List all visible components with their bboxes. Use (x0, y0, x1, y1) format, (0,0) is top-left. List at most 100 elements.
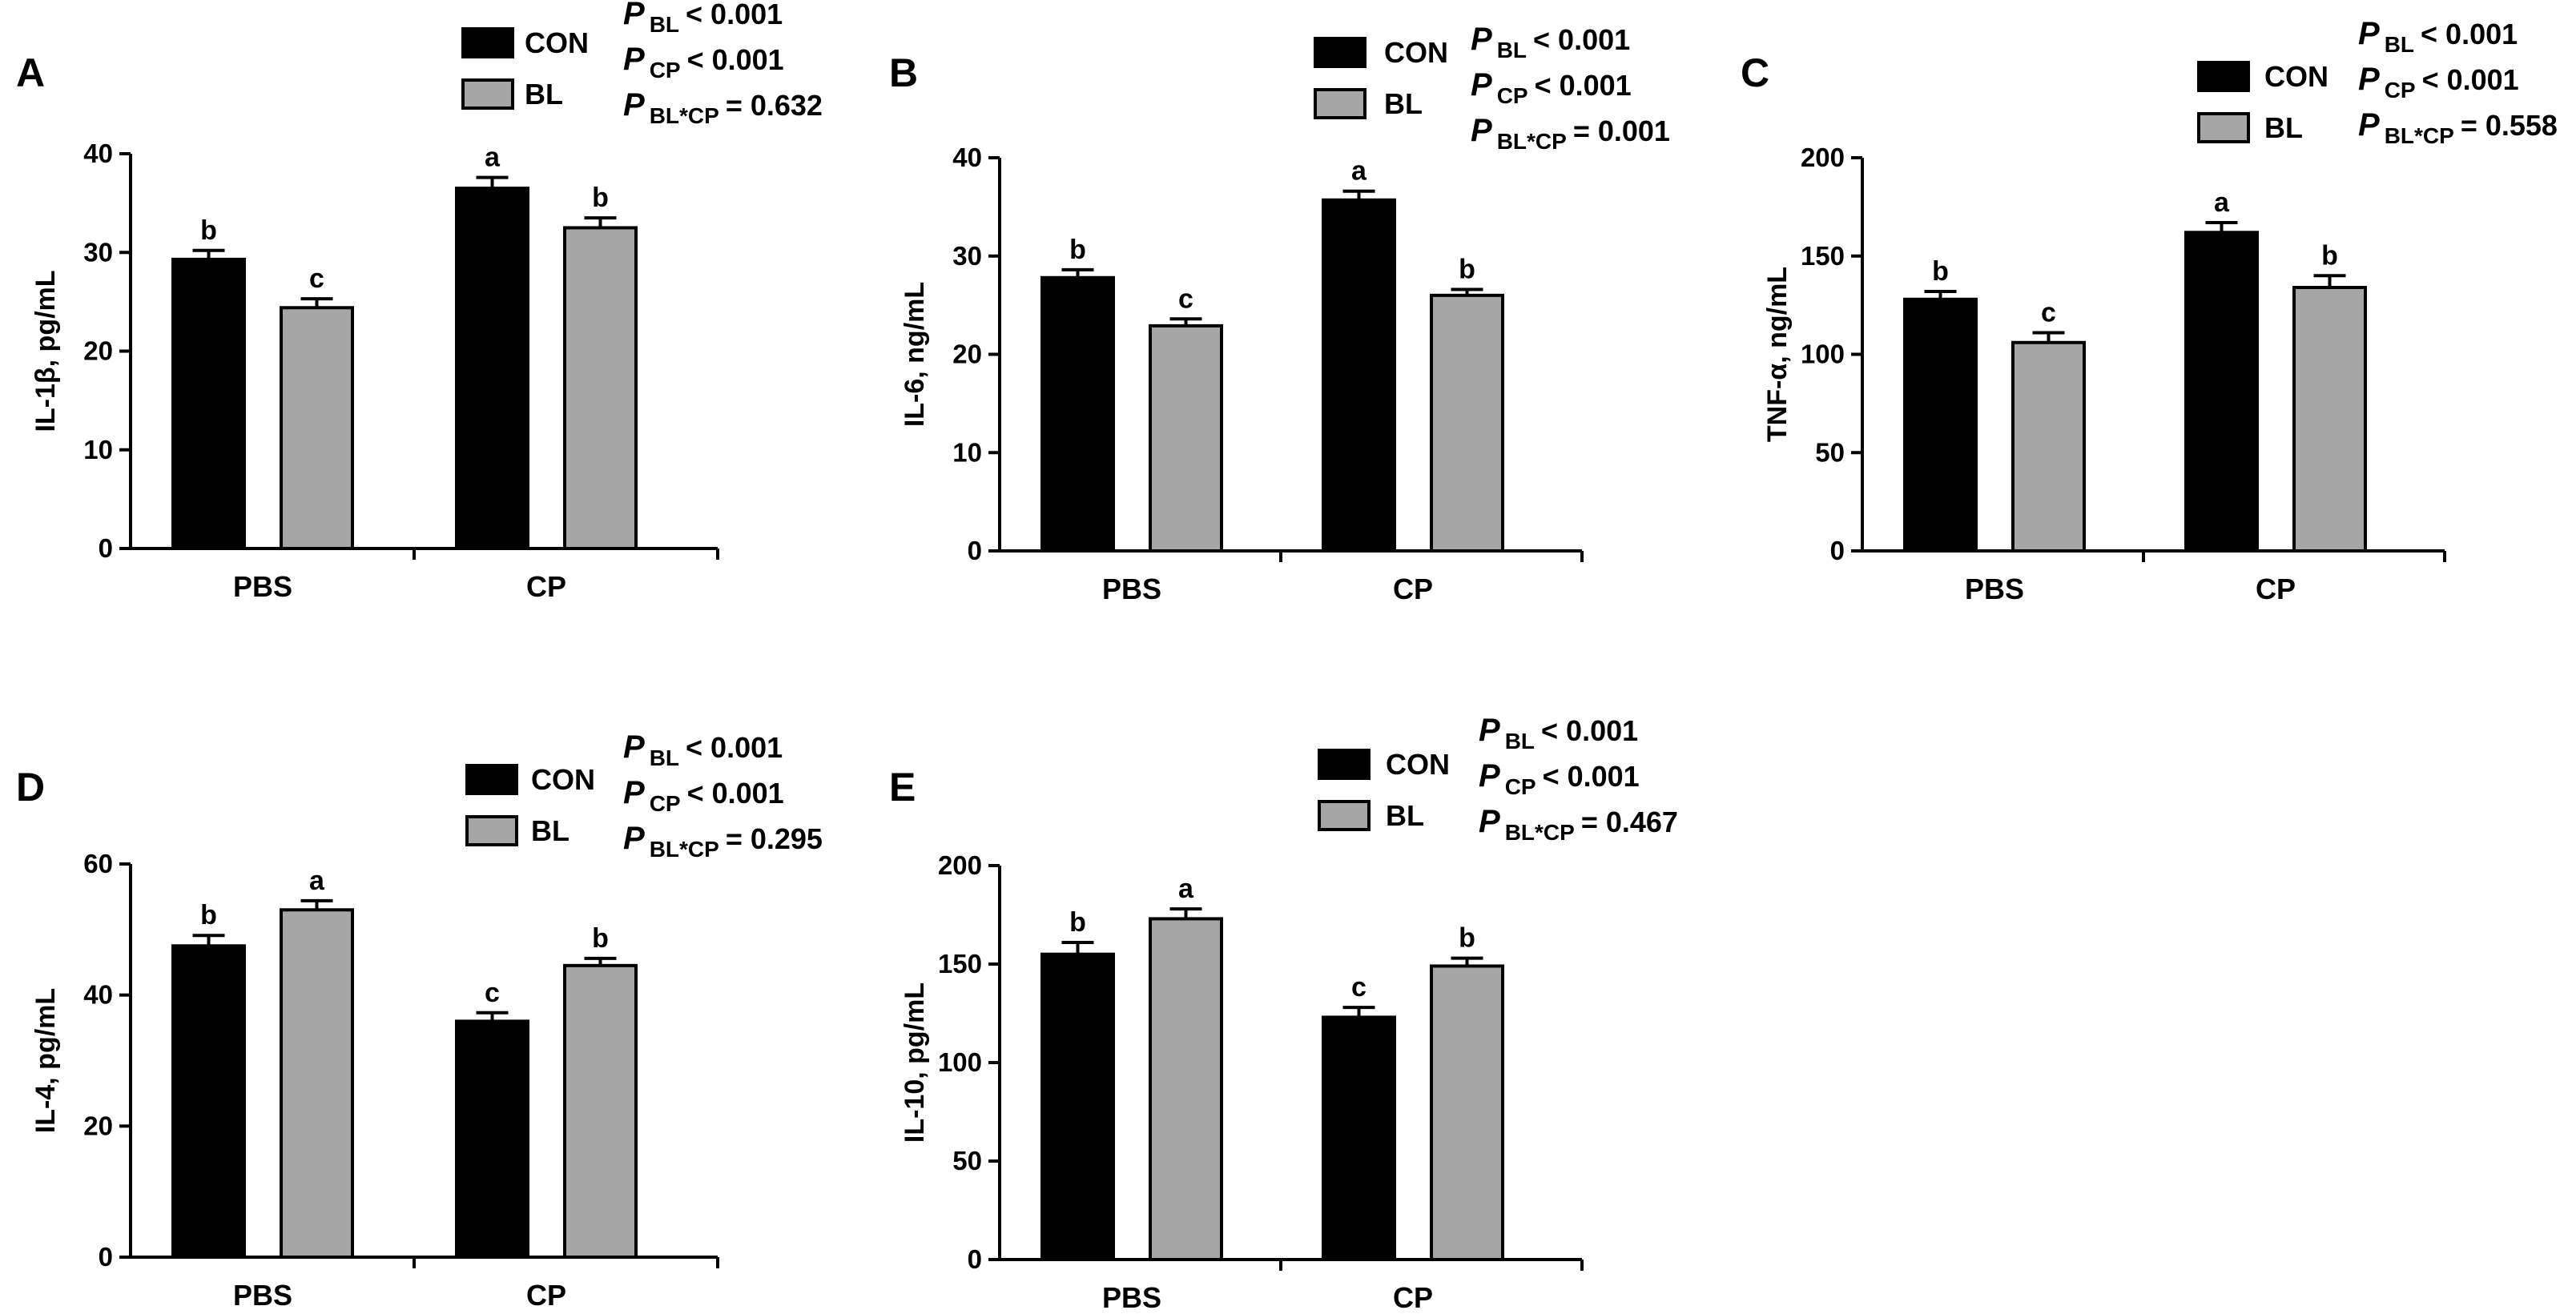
significance-letter: a (485, 143, 501, 173)
panel-letter: A (16, 50, 45, 95)
significance-letter: a (1178, 874, 1194, 904)
x-category-label: CP (2256, 573, 2296, 605)
stats-block: P BL < 0.001 P CP < 0.001 P BL*CP = 0.001 (1471, 22, 1670, 154)
legend-label-bl: BL (1386, 799, 1424, 832)
y-tick-label: 20 (83, 336, 113, 366)
legend-swatch-bl (465, 815, 518, 846)
stat-line: P CP < 0.001 (2358, 62, 2519, 102)
bar-bl-pbs (1149, 323, 1223, 553)
legend-swatch-bl (1318, 800, 1371, 831)
legend-swatch-bl (2197, 112, 2250, 143)
panel-letter: B (889, 50, 918, 95)
y-tick-label: 50 (952, 1146, 982, 1175)
legend-swatch-con (1318, 749, 1371, 780)
x-category-label: PBS (233, 570, 292, 603)
panel-letter: E (889, 765, 916, 810)
panel-letter: C (1741, 50, 1769, 95)
y-axis-label: IL-10, pg/mL (900, 982, 930, 1143)
bar-con-cp (1322, 1015, 1396, 1262)
x-category-label: CP (526, 570, 566, 603)
y-tick-label: 0 (1830, 536, 1845, 565)
significance-letter: c (1178, 283, 1193, 314)
legend-swatch-con (461, 27, 514, 58)
y-tick-label: 60 (83, 849, 113, 878)
legend: CON BL (465, 763, 595, 847)
stats-block: P BL < 0.001 P CP < 0.001 P BL*CP = 0.558 (2358, 16, 2558, 148)
legend-swatch-con (1314, 37, 1366, 68)
y-tick-label: 40 (83, 980, 113, 1010)
legend-swatch-con (465, 764, 518, 795)
stat-line: P BL*CP = 0.467 (1479, 804, 1678, 845)
significance-letter: b (592, 183, 609, 213)
significance-letter: b (592, 923, 609, 954)
significance-letter: b (2321, 240, 2338, 271)
stat-line: P BL*CP = 0.295 (623, 821, 823, 862)
legend-swatch-bl (461, 78, 514, 110)
significance-letter: b (1459, 254, 1475, 284)
stat-line: P BL < 0.001 (1471, 22, 1630, 62)
y-tick-label: 0 (968, 1244, 982, 1274)
stat-line: P BL*CP = 0.632 (623, 87, 823, 128)
significance-letter: c (2041, 297, 2056, 327)
legend-label-bl: BL (2264, 111, 2303, 144)
bar-bl-pbs (2011, 340, 2086, 553)
bar-con-cp (1322, 198, 1396, 553)
x-category-label: PBS (233, 1279, 292, 1312)
legend: CON BL (2197, 60, 2328, 144)
panel-letter: D (16, 765, 45, 810)
legend-label-con: CON (1384, 36, 1448, 69)
bar-con-pbs (1903, 297, 1978, 553)
y-tick-label: 150 (1801, 241, 1845, 271)
y-axis-label: TNF-α, ng/mL (1762, 267, 1793, 442)
bar-bl-cp (2292, 286, 2367, 553)
significance-letter: a (1351, 156, 1367, 187)
y-tick-label: 40 (83, 139, 113, 168)
stat-line: P BL < 0.001 (1479, 713, 1638, 753)
stat-line: P CP < 0.001 (1471, 67, 1632, 108)
bar-con-cp (455, 1019, 529, 1260)
y-tick-label: 30 (83, 237, 113, 267)
bar-bl-pbs (280, 306, 354, 550)
significance-letter: b (1069, 907, 1086, 938)
stat-line: P BL < 0.001 (2358, 16, 2518, 57)
chart-panel-b: B 0 10 20 30 40 IL-6, ng/mL b c PBS a b CP CON BL P BL < … (889, 22, 1670, 605)
significance-letter: a (309, 866, 325, 896)
bar-con-pbs (1040, 275, 1115, 553)
legend-label-con: CON (531, 763, 595, 796)
legend-label-con: CON (525, 26, 589, 59)
significance-letter: b (200, 900, 217, 930)
significance-letter: c (309, 263, 324, 294)
legend-swatch-bl (1314, 88, 1366, 119)
legend-label-con: CON (1386, 748, 1450, 781)
y-tick-label: 10 (952, 437, 982, 467)
x-category-label: CP (1393, 573, 1433, 605)
bar-con-pbs (171, 257, 246, 550)
y-tick-label: 20 (83, 1111, 113, 1140)
legend-label-bl: BL (1384, 87, 1423, 120)
stat-line: P BL*CP = 0.558 (2358, 107, 2558, 148)
significance-letter: b (200, 215, 217, 246)
bar-bl-cp (1430, 293, 1504, 553)
bar-bl-cp (563, 226, 638, 550)
stat-line: P CP < 0.001 (1479, 758, 1640, 799)
bar-bl-pbs (1149, 917, 1223, 1262)
bar-con-cp (2184, 231, 2259, 553)
stat-line: P CP < 0.001 (623, 42, 784, 82)
stat-line: P BL < 0.001 (623, 0, 783, 37)
x-category-label: PBS (1102, 573, 1161, 605)
significance-letter: c (485, 978, 500, 1008)
x-category-label: PBS (1102, 1281, 1161, 1314)
stats-block: P BL < 0.001 P CP < 0.001 P BL*CP = 0.295 (623, 729, 823, 862)
y-tick-label: 100 (938, 1047, 982, 1077)
x-category-label: CP (526, 1279, 566, 1312)
legend-label-bl: BL (525, 78, 563, 111)
legend: CON BL (1314, 36, 1448, 120)
y-tick-label: 100 (1801, 340, 1845, 369)
x-category-label: PBS (1965, 573, 2024, 605)
y-tick-label: 10 (83, 435, 113, 464)
chart-panel-c: C 0 50 100 150 200 TNF-α, ng/mL b c PBS a b CP CON BL P… (1741, 16, 2558, 605)
y-tick-label: 0 (99, 533, 113, 563)
y-tick-label: 20 (952, 340, 982, 369)
stat-line: P CP < 0.001 (623, 775, 784, 816)
